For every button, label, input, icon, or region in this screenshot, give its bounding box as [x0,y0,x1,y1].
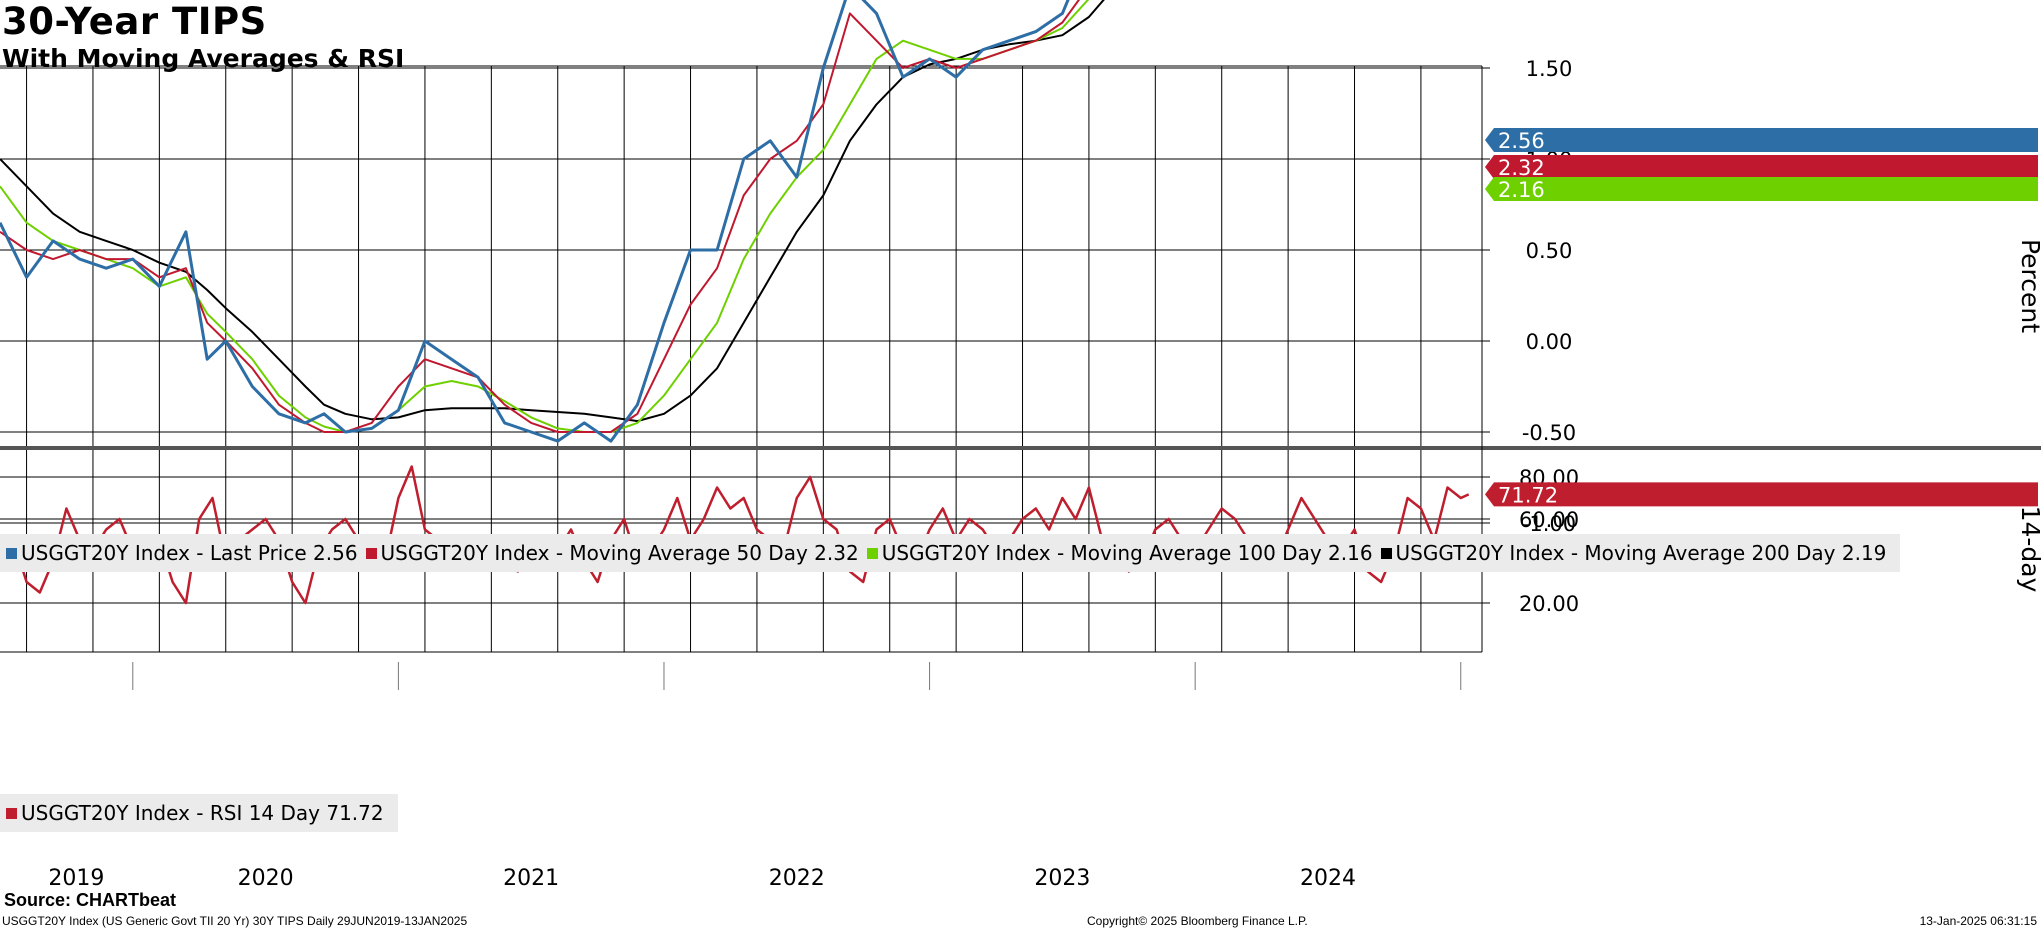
y-tick-label: 0.50 [1526,239,1573,263]
y-tick-label: 0.00 [1526,330,1573,354]
legend-swatch-ma50 [365,548,377,559]
y-tick-label: -1.00 [1522,512,1576,536]
legend-item-last-price: USGGT20Y Index - Last Price 2.56 [6,540,358,566]
value-tag-bg [1485,482,2038,507]
x-tick-label: 2022 [769,866,825,891]
y-axis-title: Percent [2016,239,2041,333]
legend-item-ma200: USGGT20Y Index - Moving Average 200 Day … [1380,540,1887,566]
value-tag-ma100: 2.16 [1485,177,2038,202]
panel-separator [0,446,2041,450]
legend-item-ma50: USGGT20Y Index - Moving Average 50 Day 2… [365,540,859,566]
y-tick-label: 1.50 [1526,57,1573,81]
value-tag-ma50: 2.32 [1485,155,2038,180]
series-line-price [0,0,1070,443]
legend-swatch-rsi [6,808,17,819]
legend-label-last-price: USGGT20Y Index - Last Price 2.56 [21,541,358,565]
source-note: Source: CHARTbeat [4,890,177,910]
value-tag-bg [1485,177,2038,201]
legend-label-ma200: USGGT20Y Index - Moving Average 200 Day … [1395,541,1887,565]
x-tick-label: 2023 [1034,866,1090,891]
legend-swatch-price [6,548,17,559]
legend-label-ma100: USGGT20Y Index - Moving Average 100 Day … [881,541,1373,565]
x-tick-label: 2019 [48,866,104,891]
legend-swatch-ma100 [866,548,878,559]
x-tick-label: 2020 [238,866,294,891]
legend-item-rsi: USGGT20Y Index - RSI 14 Day 71.72 [6,800,384,826]
value-tag-bg [1485,128,2038,152]
legend-item-ma100: USGGT20Y Index - Moving Average 100 Day … [866,540,1373,566]
price-legend: USGGT20Y Index - Last Price 2.56 USGGT20Y… [0,534,1901,572]
y-tick-label: 60.00 [1519,508,1579,532]
x-tick-label: 2021 [503,866,559,891]
chart-title: 30-Year TIPS [2,0,267,43]
value-tag-text: 71.72 [1498,483,1558,507]
footer-right: 13-Jan-2025 06:31:15 [1919,914,2037,928]
footer-center: Copyright© 2025 Bloomberg Finance L.P. [1087,914,1308,928]
y-tick-label: 20.00 [1519,592,1579,616]
legend-label-ma50: USGGT20Y Index - Moving Average 50 Day 2… [380,541,859,565]
legend-label-rsi: USGGT20Y Index - RSI 14 Day 71.72 [21,801,384,825]
y-tick-label: -0.50 [1522,421,1576,445]
value-tag-text: 2.32 [1498,156,1545,180]
x-tick-label: 2024 [1300,866,1356,891]
series-line-ma50 [0,0,1081,433]
series-line-ma100 [0,0,1090,433]
series-line-ma200 [0,0,1105,423]
value-tag-last-price: 2.56 [1485,128,2038,153]
legend-swatch-ma200 [1380,548,1392,559]
footer-left: USGGT20Y Index (US Generic Govt TII 20 Y… [2,914,468,928]
value-tag-text: 2.16 [1498,178,1545,202]
y-axis-title-rsi: 14-day [2016,506,2041,593]
rsi-legend: USGGT20Y Index - RSI 14 Day 71.72 [0,794,398,832]
value-tag-text: 2.56 [1498,129,1545,153]
value-tag-rsi: 71.72 [1485,482,2038,507]
value-tag-bg [1485,155,2038,179]
